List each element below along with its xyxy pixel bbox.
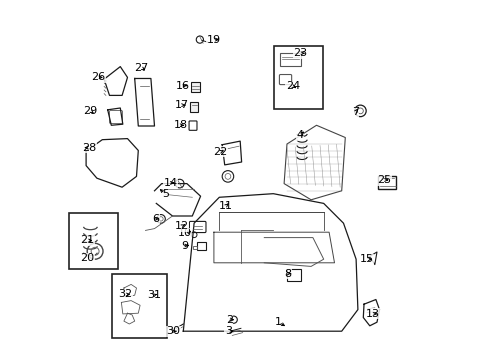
Text: 17: 17 (174, 100, 188, 110)
Text: 29: 29 (83, 106, 97, 116)
Text: 8: 8 (284, 269, 291, 279)
Text: 7: 7 (351, 107, 358, 117)
Text: 28: 28 (81, 143, 96, 153)
Text: 1: 1 (275, 317, 282, 327)
Text: 12: 12 (174, 221, 188, 231)
Text: 15: 15 (359, 254, 373, 264)
Text: 22: 22 (212, 147, 227, 157)
Text: 11: 11 (218, 201, 232, 211)
Text: 2: 2 (225, 315, 232, 325)
Text: 24: 24 (285, 81, 300, 91)
Bar (112, 274, 167, 338)
Text: 21: 21 (80, 235, 94, 246)
Text: 19: 19 (206, 35, 221, 45)
Text: 27: 27 (133, 63, 148, 73)
Bar (273, 46, 322, 109)
Text: 32: 32 (118, 289, 132, 300)
Text: 13: 13 (365, 309, 379, 319)
Text: 20: 20 (80, 253, 94, 264)
Text: 6: 6 (152, 214, 159, 224)
FancyBboxPatch shape (190, 102, 198, 112)
Text: 5: 5 (162, 189, 168, 199)
Text: 26: 26 (91, 72, 105, 82)
Text: 23: 23 (293, 48, 307, 58)
Text: 10: 10 (177, 228, 191, 238)
Text: 16: 16 (176, 81, 190, 91)
Text: 4: 4 (296, 130, 303, 140)
Text: 25: 25 (376, 175, 390, 185)
Text: 3: 3 (224, 326, 231, 336)
Text: 18: 18 (173, 120, 187, 130)
Text: 30: 30 (166, 326, 180, 336)
Text: 31: 31 (146, 290, 161, 300)
Text: 9: 9 (181, 240, 188, 251)
Text: 14: 14 (163, 178, 178, 188)
Bar (69, 213, 118, 269)
FancyBboxPatch shape (191, 82, 200, 92)
